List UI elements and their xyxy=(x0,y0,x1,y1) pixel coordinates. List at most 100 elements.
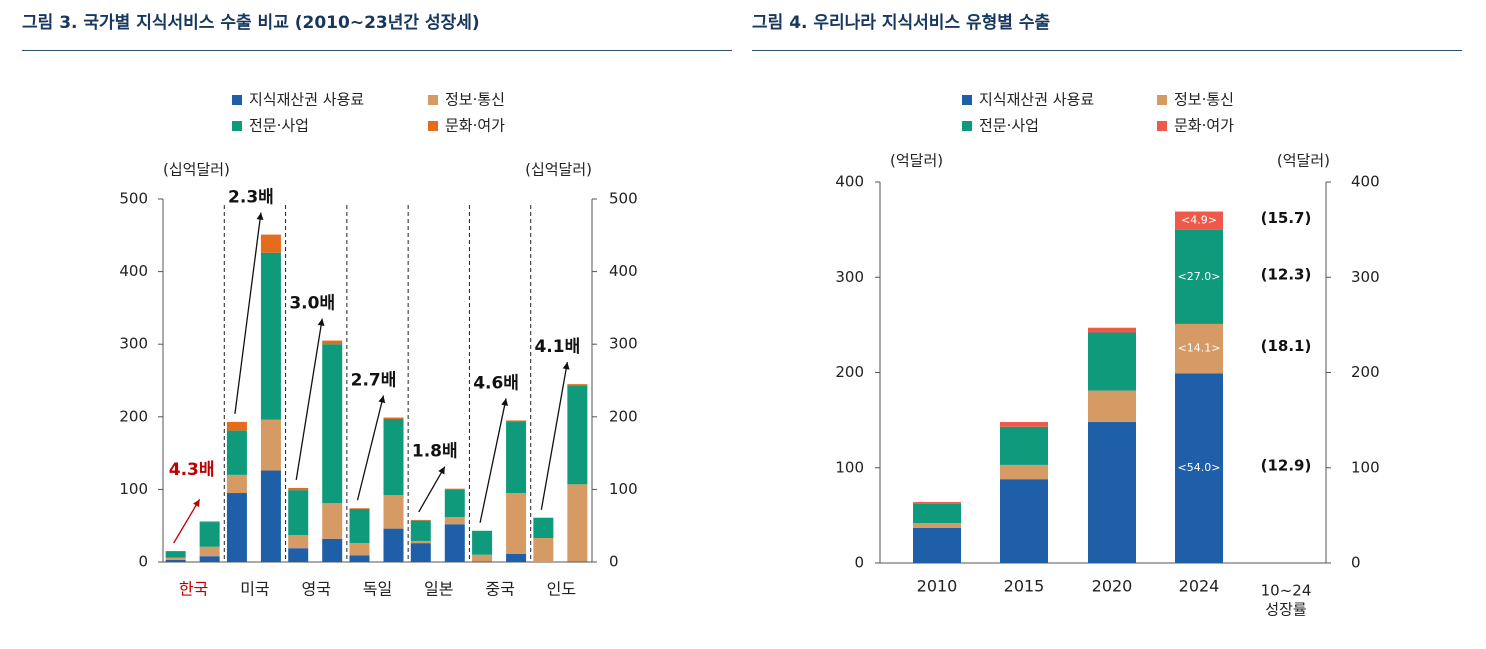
fig3-bar-culture xyxy=(260,234,281,253)
fig3-bar-ict xyxy=(444,516,465,525)
fig3-bar-culture xyxy=(349,508,370,510)
fig3-category-label: 중국 xyxy=(485,580,514,599)
fig4-left-unit: (억달러) xyxy=(890,152,943,170)
fig4-left-tick-label: 200 xyxy=(835,363,864,381)
fig3-bar-culture xyxy=(383,417,404,419)
fig4-growth-column-label-line1: 10~24 xyxy=(1261,582,1312,600)
fig4-title: 그림 4. 우리나라 지식서비스 유형별 수출 xyxy=(752,13,1051,33)
fig3-left-tick-label: 300 xyxy=(119,335,148,353)
fig4-right-tick-label: 400 xyxy=(1351,173,1380,191)
fig3-bar-ip-royalty xyxy=(506,554,527,562)
fig4-bar-ict xyxy=(1088,390,1136,423)
fig3-bar-culture xyxy=(567,384,588,386)
fig4-growth-rate-ict: (18.1) xyxy=(1261,337,1312,355)
fig4-left-tick-label: 0 xyxy=(854,554,864,572)
fig3-growth-arrow-head xyxy=(193,499,200,508)
fig3-bar-ict xyxy=(322,503,343,539)
fig4-legend-swatch-culture xyxy=(1157,121,1167,131)
fig4-legend-label-professional: 전문·사업 xyxy=(979,117,1039,135)
fig4-bar-culture xyxy=(1000,422,1048,427)
fig3-right-tick-label: 100 xyxy=(609,480,638,498)
fig3-bar-ip-royalty xyxy=(226,493,247,562)
fig3-legend-swatch-ict xyxy=(428,95,438,105)
fig3-growth-arrow xyxy=(234,212,262,414)
fig4-legend-label-ict: 정보·통신 xyxy=(1174,91,1234,109)
fig3-left-tick-label: 200 xyxy=(119,407,148,425)
fig4-growth-rate-professional: (12.3) xyxy=(1261,265,1312,283)
fig3-bar-ict xyxy=(410,540,431,544)
fig3-bar-professional xyxy=(288,490,309,536)
fig3-category-label: 인도 xyxy=(547,580,576,599)
fig3-category-label: 일본 xyxy=(424,580,453,599)
fig3-bar-culture xyxy=(288,487,309,491)
fig3-growth-arrow xyxy=(295,318,323,481)
fig3-bar-ip-royalty xyxy=(288,548,309,562)
fig3-left-unit: (십억달러) xyxy=(163,161,230,179)
fig3-bar-ict xyxy=(533,538,554,562)
fig4-bar-culture xyxy=(1175,211,1223,230)
fig3-legend-label-ip-royalty: 지식재산권 사용료 xyxy=(249,91,364,109)
fig4-bar-ip-royalty xyxy=(1088,422,1136,563)
fig3-legend-label-ict: 정보·통신 xyxy=(445,91,505,109)
fig3-left-tick-label: 500 xyxy=(119,190,148,208)
fig4-right-unit: (억달러) xyxy=(1277,152,1330,170)
fig3-growth-arrow-head xyxy=(562,362,570,370)
fig4-left-tick-label: 300 xyxy=(835,268,864,286)
fig3-bar-ict xyxy=(472,554,493,562)
fig3-growth-arrow xyxy=(418,466,446,513)
fig3-bar-professional xyxy=(349,509,370,544)
fig3-legend-swatch-professional xyxy=(232,121,242,131)
fig3-bar-professional xyxy=(472,530,493,555)
fig4-right-tick-label: 100 xyxy=(1351,458,1380,476)
fig3-category-label: 영국 xyxy=(301,580,330,599)
fig3-left-tick-label: 0 xyxy=(138,553,148,571)
fig3-bar-culture xyxy=(506,420,527,422)
fig4-bar-culture xyxy=(913,502,961,504)
fig3-right-tick-label: 200 xyxy=(609,407,638,425)
fig4-bar-ict xyxy=(1175,323,1223,374)
fig3-growth-arrow-head xyxy=(317,318,325,327)
fig3-legend-swatch-ip-royalty xyxy=(232,95,242,105)
fig4-right-tick-label: 200 xyxy=(1351,363,1380,381)
fig3-bar-ip-royalty xyxy=(322,538,343,562)
fig4-legend-swatch-ict xyxy=(1157,95,1167,105)
fig4-segment-label-ict: <14.1> xyxy=(1178,342,1221,355)
fig3-title: 그림 3. 국가별 지식서비스 수출 비교 (2010~23년간 성장세) xyxy=(22,13,480,33)
fig3-bar-professional xyxy=(165,551,186,558)
fig3-bar-ict xyxy=(165,557,186,560)
fig3-right-tick-label: 500 xyxy=(609,190,638,208)
fig3-growth-arrow-head xyxy=(501,398,509,406)
fig3-growth-arrow xyxy=(173,499,201,544)
fig3-bar-ict xyxy=(349,543,370,556)
fig3-bar-ip-royalty xyxy=(472,561,493,562)
fig4-bar-ip-royalty xyxy=(1175,373,1223,563)
fig3-bar-ict xyxy=(288,535,309,549)
fig4-growth-rate-culture: (15.7) xyxy=(1261,209,1312,227)
fig3-bar-ict xyxy=(260,419,281,471)
fig3-category-label: 미국 xyxy=(240,580,269,599)
fig3-legend-label-culture: 문화·여가 xyxy=(445,117,505,135)
fig4-bar-culture xyxy=(1088,327,1136,333)
fig3-legend-swatch-culture xyxy=(428,121,438,131)
fig3-growth-arrow xyxy=(356,395,385,501)
fig4-legend-label-ip-royalty: 지식재산권 사용료 xyxy=(979,91,1094,109)
fig3-growth-arrow-head xyxy=(378,395,386,404)
fig3-growth-arrow xyxy=(540,362,568,510)
fig3-bar-ip-royalty xyxy=(444,524,465,562)
fig3-growth-label: 3.0배 xyxy=(289,294,335,314)
fig3-growth-label: 4.3배 xyxy=(169,460,215,480)
fig3-bar-ip-royalty xyxy=(383,528,404,562)
fig3-bar-ict xyxy=(226,474,247,494)
fig3-growth-label: 4.6배 xyxy=(473,373,519,393)
fig3-bar-professional xyxy=(410,520,431,541)
fig3-bar-professional xyxy=(383,418,404,496)
fig3-bar-ip-royalty xyxy=(165,559,186,562)
fig3-left-tick-label: 400 xyxy=(119,262,148,280)
fig3-legend-label-professional: 전문·사업 xyxy=(249,117,309,135)
fig4-title-rule xyxy=(752,50,1462,51)
fig3-bar-culture xyxy=(226,421,247,431)
fig4-bar-professional xyxy=(1088,332,1136,391)
fig3-bar-culture xyxy=(322,340,343,345)
fig4-bar-ip-royalty xyxy=(913,527,961,563)
